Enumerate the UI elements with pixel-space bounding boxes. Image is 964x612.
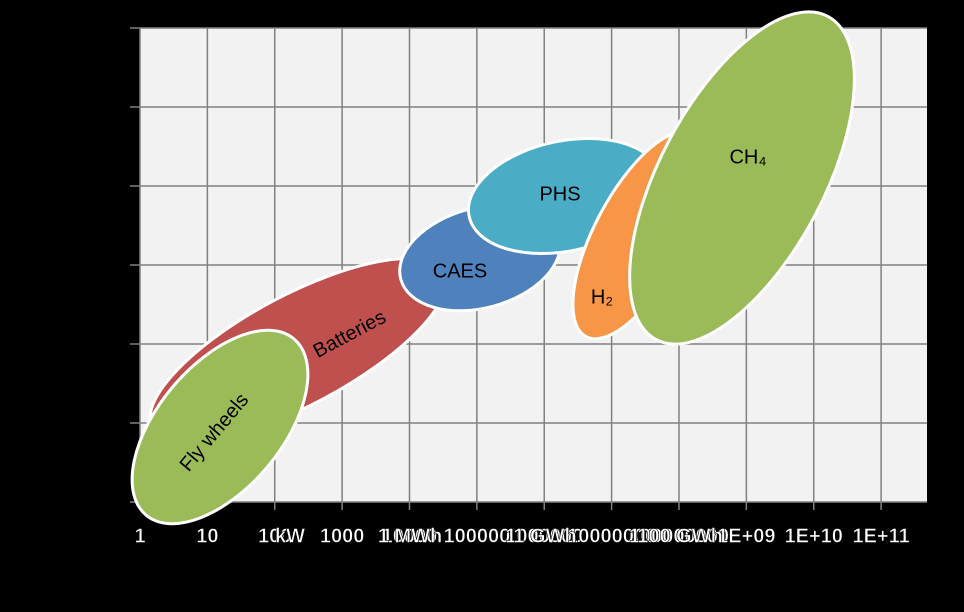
- x-tick-label: 1E+10: [785, 525, 843, 547]
- region: [130, 328, 310, 526]
- unit-label: kW: [275, 525, 305, 547]
- x-tick-label: 1000: [320, 525, 365, 547]
- x-tick-label: 1: [134, 525, 145, 547]
- region-label: H₂: [591, 286, 613, 308]
- unit-label: 100 GWh: [637, 525, 723, 547]
- x-tick-label: 1E+11: [852, 525, 909, 547]
- region-label: CH₄: [729, 146, 766, 168]
- x-tick-label: 10000: [382, 525, 438, 547]
- region: [628, 10, 856, 346]
- region-label: PHS: [539, 183, 580, 205]
- x-tick-label: 100000000: [629, 525, 729, 547]
- x-tick-label: 10000000: [567, 525, 656, 547]
- region-label: CAES: [433, 260, 487, 282]
- x-tick-label: 100000: [443, 525, 510, 547]
- unit-label: 1 GWh: [513, 525, 576, 547]
- x-tick-label: 10: [196, 525, 218, 547]
- x-tick-label: 1000000: [505, 525, 583, 547]
- unit-label: 1 MWh: [378, 525, 442, 547]
- x-tick-label: 100: [258, 525, 291, 547]
- x-tick-label: 1E+09: [717, 525, 775, 547]
